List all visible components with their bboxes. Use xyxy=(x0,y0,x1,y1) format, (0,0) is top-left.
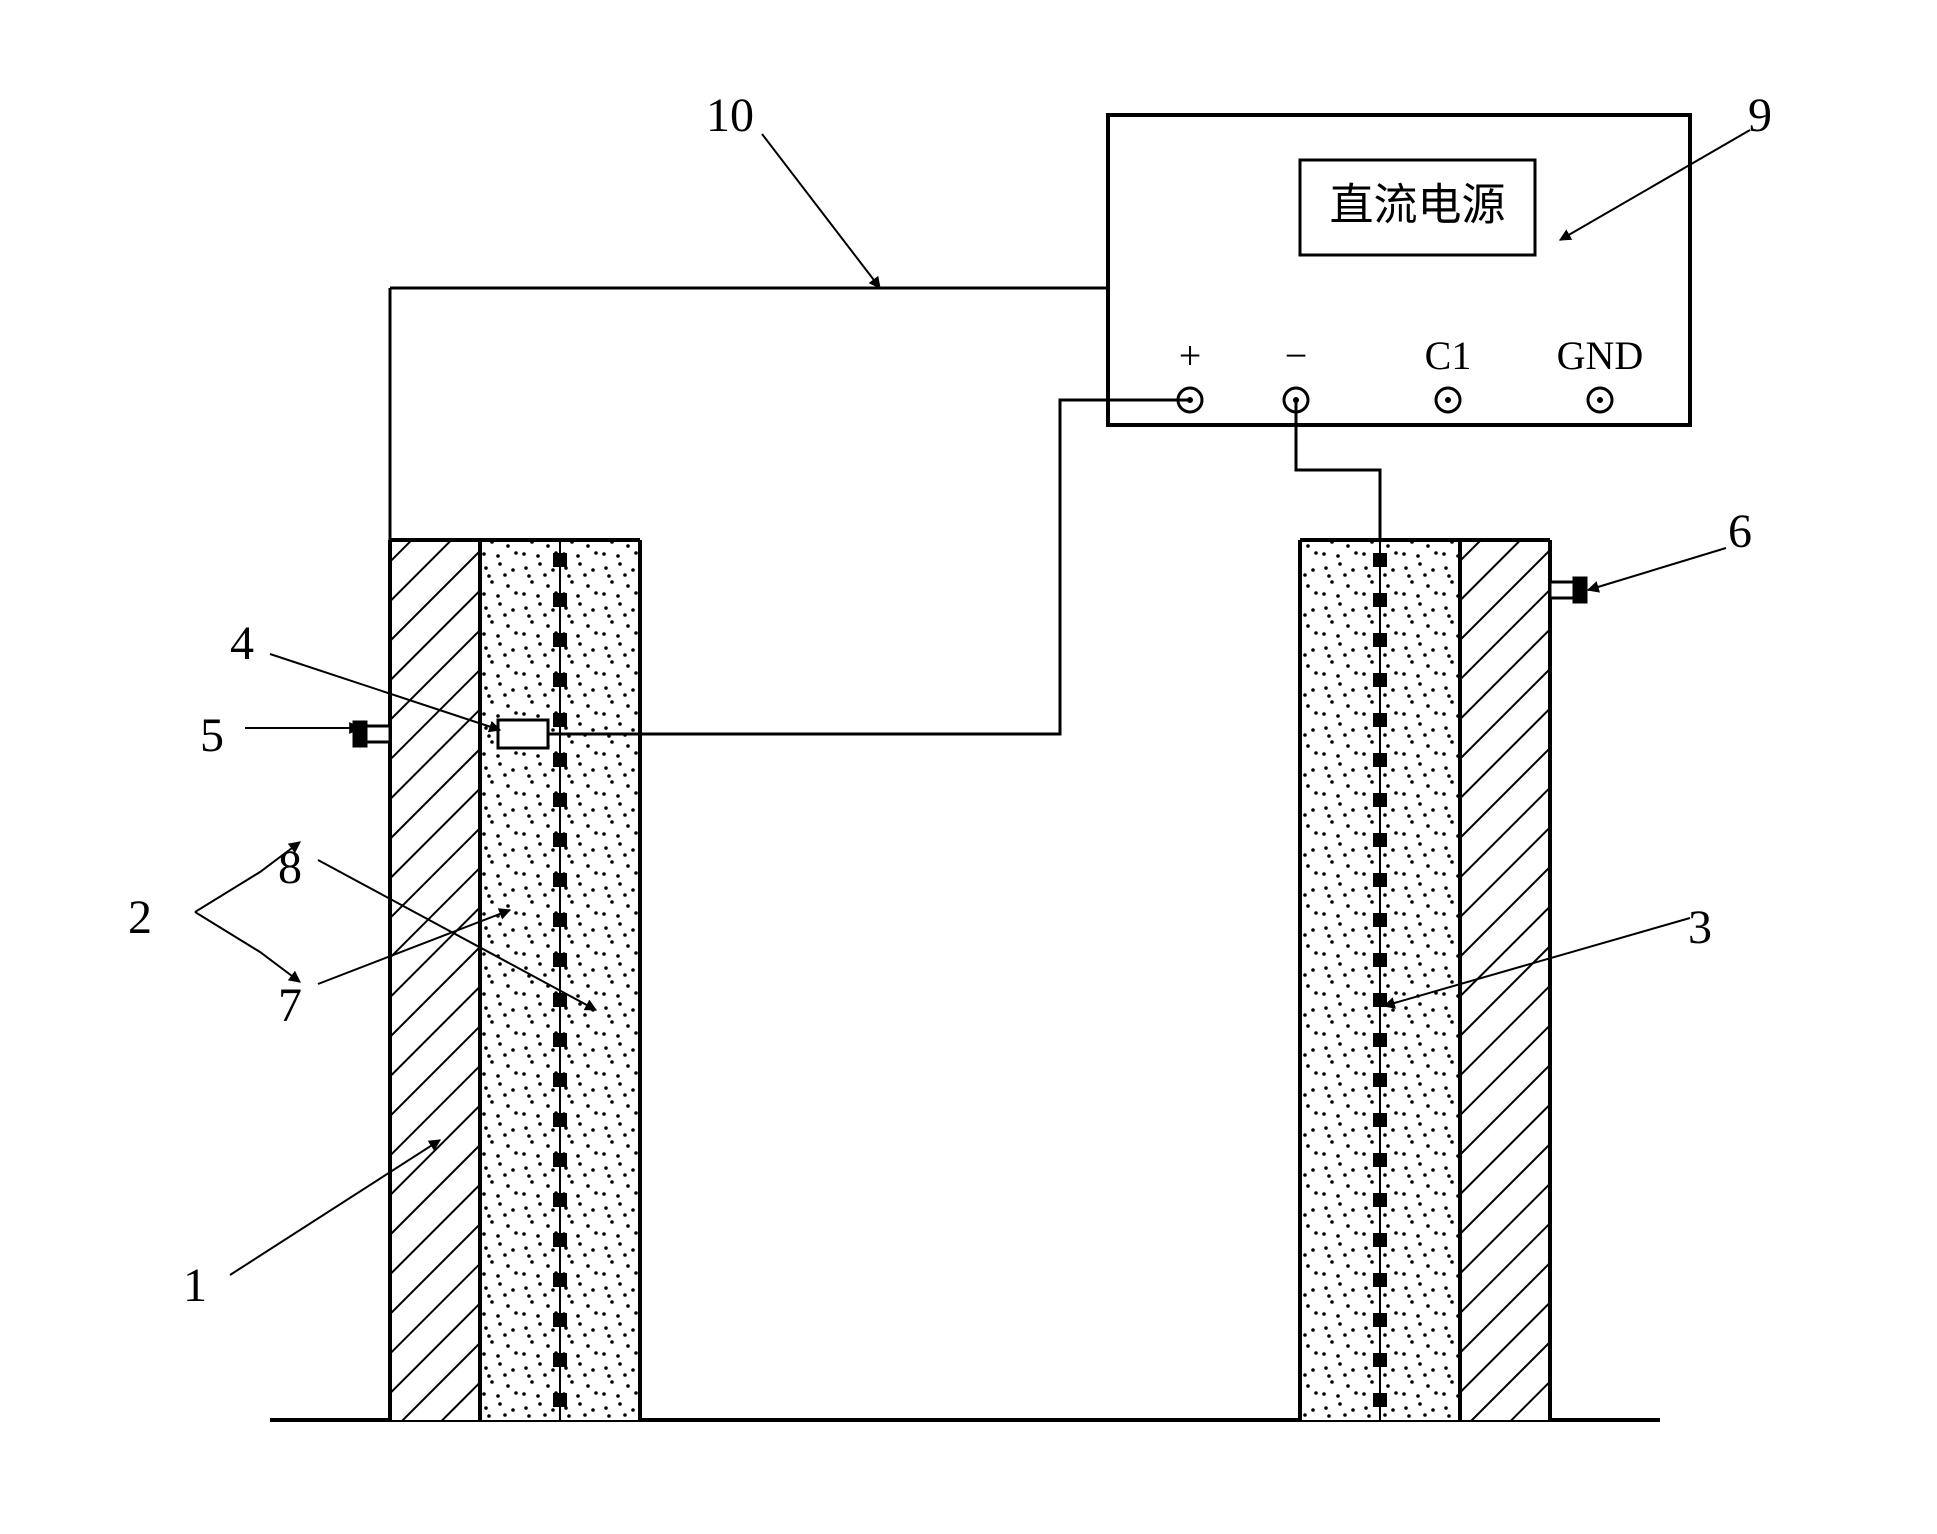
terminal-label-c1: C1 xyxy=(1425,333,1472,378)
callout-4: 4 xyxy=(230,617,254,670)
callout-1: 1 xyxy=(183,1259,207,1312)
callout-2: 2 xyxy=(128,891,152,944)
terminal-label-minus: − xyxy=(1285,333,1308,378)
diagram-canvas: 直流电源 + − C1 GND 1 2 7 8 3 45 6 9 10 xyxy=(0,0,1937,1534)
power-supply-label: 直流电源 xyxy=(1330,181,1506,230)
terminal-label-plus: + xyxy=(1179,333,1202,378)
callout-7: 7 xyxy=(278,979,302,1032)
callout-9: 9 xyxy=(1748,89,1772,142)
callout-3: 3 xyxy=(1688,901,1712,954)
callout-5: 5 xyxy=(200,709,224,762)
callout-8: 8 xyxy=(278,841,302,894)
callout-6: 6 xyxy=(1728,505,1752,558)
callout-10: 10 xyxy=(706,89,754,142)
terminal-label-gnd: GND xyxy=(1557,333,1644,378)
